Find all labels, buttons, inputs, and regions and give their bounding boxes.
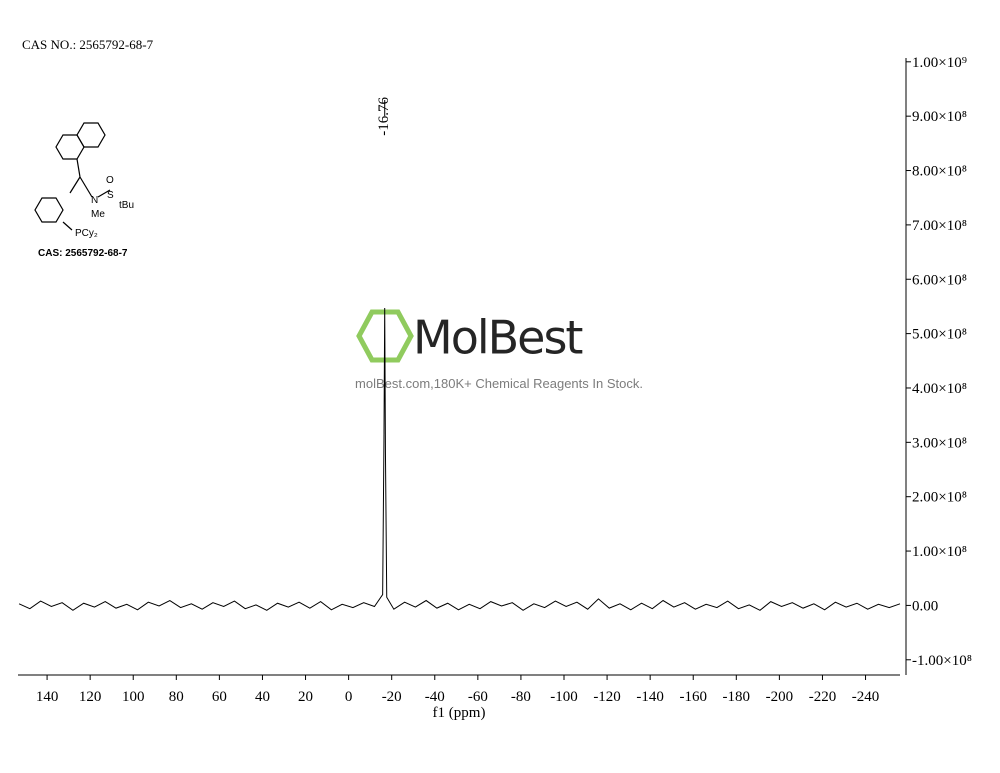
x-tick-label: 40 (255, 689, 270, 705)
ring (34, 197, 64, 223)
y-tick-label: 0.00 (912, 598, 938, 614)
bond (97, 189, 111, 198)
y-tick-label: 9.00×10⁸ (912, 109, 967, 125)
x-tick-label: -160 (679, 689, 707, 705)
x-tick-label: -80 (511, 689, 531, 705)
structure (34, 122, 111, 231)
x-tick-label: -240 (852, 689, 880, 705)
watermark: MolBest molBest.com,180K+ Chemical Reage… (355, 309, 643, 391)
atom: N (91, 195, 98, 206)
x-tick-label: -100 (550, 689, 578, 705)
chart-title: CAS NO.: 2565792-68-7 (22, 37, 154, 52)
x-tick-label: -40 (425, 689, 445, 705)
y-tick-label: 3.00×10⁸ (912, 435, 967, 451)
y-tick-label: 5.00×10⁸ (912, 327, 967, 343)
ring (55, 134, 85, 160)
atom: tBu (119, 200, 134, 211)
atom: O (106, 175, 114, 186)
bond (62, 221, 73, 231)
x-tick-label: -180 (723, 689, 751, 705)
x-tick-label: 60 (212, 689, 227, 705)
structure-labels: O S tBu N Me PCy₂ CAS: 2565792-68-7 (38, 175, 134, 259)
watermark-caption: molBest.com,180K+ Chemical Reagents In S… (355, 376, 643, 391)
peak-label: -16.76 (376, 97, 392, 136)
y-tick-label: 1.00×10⁹ (912, 55, 967, 71)
ring (76, 122, 106, 148)
x-tick-label: -20 (382, 689, 402, 705)
x-tick-label: -220 (809, 689, 837, 705)
bond (69, 176, 81, 194)
watermark-text: MolBest (413, 311, 582, 365)
y-tick-label: -1.00×10⁸ (912, 653, 972, 669)
x-tick-label: -140 (636, 689, 664, 705)
bond (76, 158, 81, 178)
y-tick-label: 2.00×10⁸ (912, 490, 967, 506)
x-axis-label: f1 (ppm) (433, 705, 486, 721)
x-tick-label: 80 (169, 689, 184, 705)
atom: PCy₂ (75, 228, 98, 239)
y-tick-label: 7.00×10⁸ (912, 218, 967, 234)
y-tick-label: 6.00×10⁸ (912, 272, 967, 288)
x-tick-label: 120 (79, 689, 102, 705)
x-tick-label: 100 (122, 689, 145, 705)
x-tick-label: -120 (593, 689, 621, 705)
x-tick-label: 140 (36, 689, 59, 705)
structure-caption: CAS: 2565792-68-7 (38, 248, 128, 259)
bond (79, 176, 93, 198)
logo (356, 309, 414, 363)
x-tick-label: -200 (766, 689, 794, 705)
atom: S (107, 190, 114, 201)
x-tick-label: 20 (298, 689, 313, 705)
y-tick-label: 8.00×10⁸ (912, 164, 967, 180)
x-tick-label: 0 (345, 689, 353, 705)
atom: Me (91, 209, 105, 220)
x-tick-label: -60 (468, 689, 488, 705)
spectrum-line (18, 308, 901, 611)
y-tick-label: 4.00×10⁸ (912, 381, 967, 397)
y-tick-label: 1.00×10⁸ (912, 544, 967, 560)
